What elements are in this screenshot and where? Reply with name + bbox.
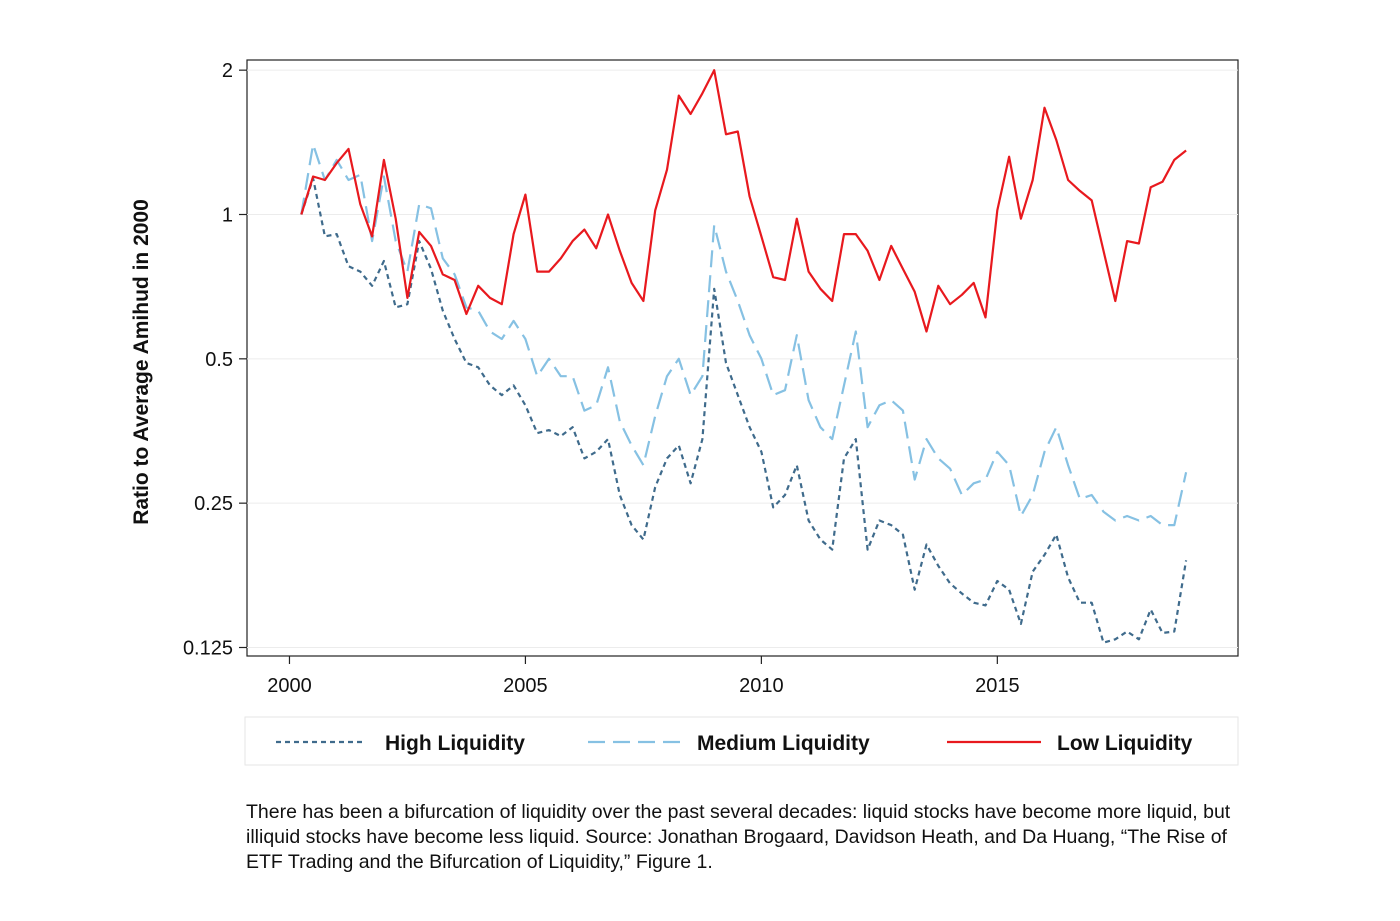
- grid-lines: [247, 69, 1238, 648]
- legend-label-low-liquidity: Low Liquidity: [1057, 732, 1193, 755]
- x-tick-label: 2015: [975, 675, 1020, 697]
- y-tick-label: 0.5: [205, 349, 233, 371]
- series-line-low-liquidity: [300, 69, 1187, 333]
- y-tick-label: 1: [222, 204, 233, 226]
- plot-area: [246, 59, 1239, 657]
- legend-label-medium-liquidity: Medium Liquidity: [697, 732, 870, 755]
- axes: 2 1 0.5 0.25 0.125 2000 2005 2010 2015: [183, 60, 1020, 697]
- series-line-medium-liquidity: [300, 143, 1188, 527]
- y-tick-label: 0.125: [183, 637, 233, 659]
- y-tick-label: 2: [222, 60, 233, 82]
- legend-label-high-liquidity: High Liquidity: [385, 732, 525, 755]
- y-tick-label: 0.25: [194, 493, 233, 515]
- x-tick-label: 2010: [739, 675, 784, 697]
- series-line-high-liquidity: [300, 177, 1188, 644]
- y-axis-label: Ratio to Average Amihud in 2000: [130, 199, 153, 525]
- x-tick-label: 2000: [267, 675, 312, 697]
- series-lines: [300, 69, 1188, 644]
- legend-box: [244, 716, 1239, 766]
- figure-caption: There has been a bifurcation of liquidit…: [246, 801, 1231, 873]
- legend: High Liquidity Medium Liquidity Low Liquid…: [244, 716, 1239, 766]
- x-tick-label: 2005: [503, 675, 548, 697]
